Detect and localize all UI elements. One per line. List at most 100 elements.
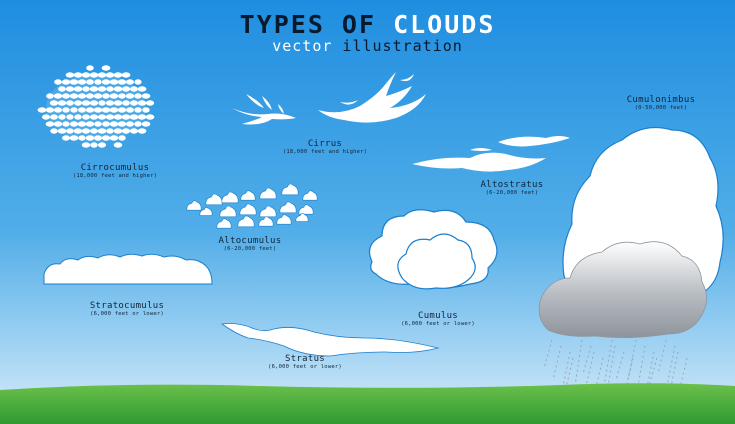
- cirrocumulus-puff: [85, 121, 95, 127]
- cirrocumulus-puff: [82, 86, 90, 92]
- cirrocumulus-puff: [77, 121, 87, 127]
- cirrocumulus-puff: [134, 93, 142, 99]
- altocumulus-puff: [186, 200, 202, 211]
- cirrocumulus-puff: [45, 107, 55, 113]
- cirrocumulus-puff: [69, 79, 79, 85]
- altocumulus-puff: [298, 204, 314, 215]
- cirrocumulus-puff: [81, 128, 91, 134]
- cirrocumulus-puff: [62, 121, 70, 127]
- cirrocumulus-puff: [77, 93, 87, 99]
- cirrocumulus-puff: [141, 93, 151, 99]
- cirrocumulus-puff: [141, 121, 151, 127]
- cirrocumulus-puff: [98, 100, 106, 106]
- cirrocumulus-puff: [81, 100, 91, 106]
- cirrocumulus-puff: [101, 135, 111, 141]
- cirrocumulus-puff: [85, 135, 95, 141]
- rain-streak: [585, 351, 595, 387]
- cirrocumulus-puff: [81, 72, 91, 78]
- cirrocumulus-puff: [142, 107, 150, 113]
- cirrocumulus-puff: [121, 128, 131, 134]
- cumulus-cloud: [369, 209, 498, 290]
- cirrocumulus-puff: [58, 114, 66, 120]
- altocumulus-puff: [219, 205, 237, 218]
- cirrocumulus-puff: [94, 121, 102, 127]
- altocumulus-puff: [259, 187, 277, 200]
- cirrocumulus-puff: [53, 107, 63, 113]
- rain-streak: [564, 357, 574, 393]
- cirrocumulus-puff: [121, 86, 131, 92]
- rain-streak: [627, 339, 637, 381]
- label-cirrus: Cirrus (18,000 feet and higher): [282, 139, 368, 155]
- cirrocumulus-puff: [69, 93, 79, 99]
- cirrocumulus-puff: [81, 142, 91, 148]
- label-stratus: Stratus (6,000 feet or lower): [268, 354, 342, 370]
- cirrocumulus-puff: [37, 107, 47, 113]
- cirrocumulus-puff: [134, 107, 142, 113]
- cirrocumulus-puff: [73, 128, 83, 134]
- altocumulus-puff: [295, 213, 309, 222]
- cirrocumulus-puff: [118, 93, 126, 99]
- altocumulus-puff: [281, 183, 299, 196]
- cirrocumulus-puff: [85, 107, 95, 113]
- cirrocumulus-puff: [117, 121, 127, 127]
- altocumulus-puff: [276, 214, 292, 225]
- cirrocumulus-puff: [41, 114, 51, 120]
- cirrocumulus-puff: [73, 86, 83, 92]
- cirrocumulus-puff: [121, 72, 131, 78]
- cirrocumulus-puff: [137, 86, 147, 92]
- cirrocumulus-puff: [78, 135, 86, 141]
- altocumulus-puff: [239, 203, 257, 216]
- cirrocumulus-puff: [97, 114, 107, 120]
- cirrocumulus-puff: [89, 100, 99, 106]
- rain-streak: [669, 351, 679, 393]
- cirrocumulus-puff: [90, 142, 98, 148]
- label-cumulus: Cumulus (6,000 feet or lower): [401, 311, 475, 327]
- grass: [0, 383, 735, 424]
- rain: [543, 339, 688, 393]
- cirrocumulus-puff: [85, 93, 95, 99]
- altocumulus-puff: [258, 216, 274, 227]
- altocumulus-puff: [199, 207, 213, 216]
- cirrocumulus-puff: [53, 93, 63, 99]
- cirrocumulus-puff: [97, 142, 107, 148]
- cirrocumulus-puff: [93, 135, 103, 141]
- cirrocumulus-puff: [113, 72, 123, 78]
- cirrocumulus-puff: [94, 79, 102, 85]
- cirrocumulus-puff: [54, 79, 62, 85]
- cirrocumulus-puff: [105, 114, 115, 120]
- cirrocumulus-puff: [45, 121, 55, 127]
- altostratus-cloud: [412, 136, 570, 172]
- cirrocumulus-puff: [101, 65, 111, 71]
- cirrocumulus-puff: [69, 121, 79, 127]
- label-stratocumulus: Stratocumulus (6,000 feet or lower): [89, 301, 165, 317]
- cirrocumulus-puff: [101, 79, 111, 85]
- cirrocumulus-puff: [86, 79, 94, 85]
- cirrocumulus-puff: [82, 114, 90, 120]
- cirrocumulus-puff: [122, 100, 130, 106]
- cirrocumulus-puff: [46, 93, 54, 99]
- storm-cloud: [538, 241, 707, 338]
- rain-streak: [645, 351, 655, 393]
- cirrocumulus-puff: [101, 107, 111, 113]
- altocumulus-puff: [216, 218, 232, 229]
- cirrocumulus-puff: [145, 100, 155, 106]
- rain-streak: [561, 351, 571, 393]
- cirrocumulus-puff: [89, 86, 99, 92]
- cirrocumulus-puff: [61, 79, 71, 85]
- rain-streak: [657, 339, 667, 375]
- cirrocumulus-puff: [102, 93, 110, 99]
- cirrocumulus-puff: [117, 107, 127, 113]
- altocumulus-puff: [302, 190, 318, 201]
- cirrocumulus-puff: [62, 107, 70, 113]
- cirrocumulus-puff: [66, 128, 74, 134]
- cirrocumulus-puff: [145, 114, 155, 120]
- cirrocumulus-puff: [109, 121, 119, 127]
- page-title: TYPES OF CLOUDS: [239, 10, 496, 39]
- cirrocumulus-puff: [109, 135, 119, 141]
- cirrocumulus-puff: [50, 128, 58, 134]
- altocumulus-puff: [237, 215, 255, 228]
- label-altocumulus: Altocumulus (6-20,000 feet): [218, 236, 282, 252]
- cirrocumulus-puff: [66, 114, 74, 120]
- cirrocumulus-puff: [129, 128, 139, 134]
